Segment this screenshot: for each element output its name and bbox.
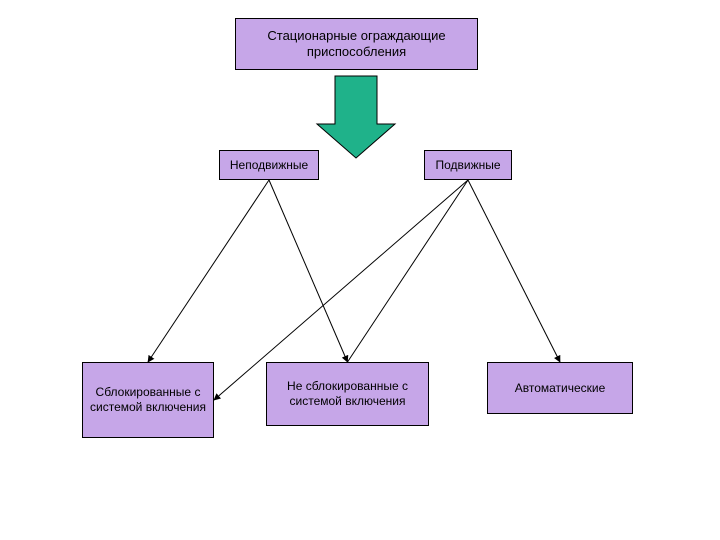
node-b2-label: Не сблокированные с системой включения (271, 379, 424, 409)
node-right: Подвижные (424, 150, 512, 180)
edge-right-b2 (348, 180, 469, 362)
node-b1: Сблокированные с системой включения (82, 362, 214, 438)
node-root: Стационарные ограждающие приспособления (235, 18, 478, 70)
node-root-label: Стационарные ограждающие приспособления (240, 28, 473, 61)
node-b3-label: Автоматические (515, 381, 606, 396)
node-left: Неподвижные (219, 150, 319, 180)
node-b3: Автоматические (487, 362, 633, 414)
down-arrow-icon (317, 76, 395, 158)
node-b1-label: Сблокированные с системой включения (90, 385, 206, 415)
node-right-label: Подвижные (435, 158, 500, 173)
edge-left-b1 (148, 180, 269, 362)
edge-left-b2 (269, 180, 348, 362)
node-left-label: Неподвижные (230, 158, 308, 173)
diagram-svg (0, 0, 720, 540)
edge-right-b3 (468, 180, 560, 362)
node-b2: Не сблокированные с системой включения (266, 362, 429, 426)
